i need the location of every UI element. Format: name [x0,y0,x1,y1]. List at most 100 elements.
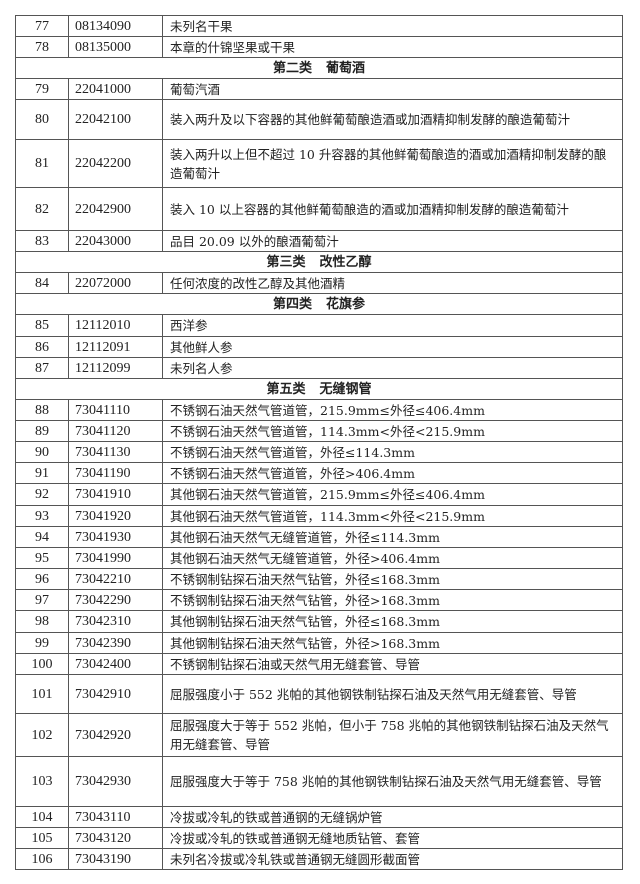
tariff-code: 22042100 [68,99,163,140]
tariff-code: 22043000 [68,230,163,252]
row-number: 96 [15,568,69,590]
row-number: 99 [15,632,69,654]
tariff-code: 73043110 [68,806,163,828]
tariff-code: 73041990 [68,547,163,569]
section-label: 第五类 [266,381,306,397]
table-row: 85 12112010 西洋参 [15,314,623,337]
section-name: 改性乙醇 [319,254,372,270]
product-description: 其他钢石油天然气管道管，114.3mm<外径<215.9mm [162,505,623,527]
product-description: 不锈钢制钻探石油或天然气用无缝套管、导管 [162,653,623,675]
tariff-code: 73042290 [68,589,163,611]
product-description: 不锈钢石油天然气管道管，外径≤114.3mm [162,441,623,463]
tariff-code: 22041000 [68,78,163,100]
tariff-code: 73041930 [68,526,163,548]
product-description: 冷拔或冷轧的铁或普通钢无缝地质钻管、套管 [162,827,623,849]
tariff-code: 73041190 [68,462,163,484]
section-title: 第二类 葡萄酒 [15,57,623,79]
product-description: 其他钢石油天然气管道管，215.9mm≤外径≤406.4mm [162,483,623,506]
table-row: 96 73042210 不锈钢制钻探石油天然气钻管，外径≤168.3mm [15,568,623,590]
product-description: 屈服强度大于等于 552 兆帕，但小于 758 兆帕的其他钢铁制钻探石油及天然气… [162,713,623,757]
tariff-code: 73043120 [68,827,163,849]
row-number: 82 [15,187,69,231]
table-row: 106 73043190 未列名冷拔或冷轧铁或普通钢无缝圆形截面管 [15,848,623,870]
tariff-code: 22072000 [68,272,163,294]
product-description: 屈服强度大于等于 758 兆帕的其他钢铁制钻探石油及天然气用无缝套管、导管 [162,756,623,807]
table-row: 100 73042400 不锈钢制钻探石油或天然气用无缝套管、导管 [15,653,623,675]
product-description: 品目 20.09 以外的酿酒葡萄汁 [162,230,623,252]
row-number: 91 [15,462,69,484]
tariff-code: 73042210 [68,568,163,590]
row-number: 92 [15,483,69,506]
product-description: 不锈钢石油天然气管道管，外径>406.4mm [162,462,623,484]
section-title: 第四类 花旗参 [15,293,623,315]
section-header-row: 第二类 葡萄酒 [15,57,623,79]
tariff-code: 73042930 [68,756,163,807]
section-label: 第三类 [266,254,306,270]
tariff-code: 12112091 [68,336,163,358]
product-description: 冷拔或冷轧的铁或普通钢的无缝锅炉管 [162,806,623,828]
product-description: 其他钢制钻探石油天然气钻管，外径≤168.3mm [162,610,623,633]
row-number: 94 [15,526,69,548]
product-description: 其他鲜人参 [162,336,623,358]
row-number: 89 [15,420,69,442]
row-number: 79 [15,78,69,100]
table-row: 87 12112099 未列名人参 [15,357,623,379]
row-number: 86 [15,336,69,358]
tariff-code: 08135000 [68,36,163,58]
tariff-code: 73043190 [68,848,163,870]
table-row: 77 08134090 未列名干果 [15,15,623,37]
tariff-code: 08134090 [68,15,163,37]
product-description: 不锈钢制钻探石油天然气钻管，外径>168.3mm [162,589,623,611]
table-row: 95 73041990 其他钢石油天然气无缝管道管，外径>406.4mm [15,547,623,569]
table-row: 102 73042920 屈服强度大于等于 552 兆帕，但小于 758 兆帕的其他… [15,713,623,757]
row-number: 80 [15,99,69,140]
product-description: 装入两升以上但不超过 10 升容器的其他鲜葡萄酿造的酒或加酒精抑制发酵的酿造葡萄… [162,139,623,188]
tariff-code: 73042390 [68,632,163,654]
table-row: 103 73042930 屈服强度大于等于 758 兆帕的其他钢铁制钻探石油及天然气… [15,756,623,807]
table-row: 91 73041190 不锈钢石油天然气管道管，外径>406.4mm [15,462,623,484]
row-number: 87 [15,357,69,379]
row-number: 95 [15,547,69,569]
tariff-code: 12112099 [68,357,163,379]
tariff-list-table: 77 08134090 未列名干果 78 08135000 本章的什锦坚果或干果 第二类 葡萄… [15,15,623,870]
row-number: 106 [15,848,69,870]
table-row: 94 73041930 其他钢石油天然气无缝管道管，外径≤114.3mm [15,526,623,548]
table-row: 81 22042200 装入两升以上但不超过 10 升容器的其他鲜葡萄酿造的酒或加酒… [15,139,623,188]
section-name: 葡萄酒 [326,60,366,76]
product-description: 其他钢石油天然气无缝管道管，外径>406.4mm [162,547,623,569]
product-description: 未列名人参 [162,357,623,379]
table-row: 99 73042390 其他钢制钻探石油天然气钻管，外径>168.3mm [15,632,623,654]
row-number: 90 [15,441,69,463]
section-header-row: 第五类 无缝钢管 [15,378,623,400]
tariff-code: 73041130 [68,441,163,463]
row-number: 88 [15,399,69,421]
table-row: 78 08135000 本章的什锦坚果或干果 [15,36,623,58]
row-number: 81 [15,139,69,188]
product-description: 装入两升及以下容器的其他鲜葡萄酿造酒或加酒精抑制发酵的酿造葡萄汁 [162,99,623,140]
row-number: 100 [15,653,69,675]
table-row: 83 22043000 品目 20.09 以外的酿酒葡萄汁 [15,230,623,252]
row-number: 102 [15,713,69,757]
table-row: 82 22042900 装入 10 以上容器的其他鲜葡萄酿造的酒或加酒精抑制发酵的酿… [15,187,623,231]
table-row: 90 73041130 不锈钢石油天然气管道管，外径≤114.3mm [15,441,623,463]
tariff-code: 73042310 [68,610,163,633]
row-number: 101 [15,674,69,714]
product-description: 葡萄汽酒 [162,78,623,100]
product-description: 不锈钢石油天然气管道管，114.3mm<外径<215.9mm [162,420,623,442]
product-description: 西洋参 [162,314,623,337]
tariff-code: 73042400 [68,653,163,675]
section-label: 第四类 [272,296,312,312]
section-header-row: 第四类 花旗参 [15,293,623,315]
table-row: 86 12112091 其他鲜人参 [15,336,623,358]
tariff-code: 73041110 [68,399,163,421]
table-row: 79 22041000 葡萄汽酒 [15,78,623,100]
section-name: 花旗参 [326,296,366,312]
tariff-code: 12112010 [68,314,163,337]
row-number: 105 [15,827,69,849]
section-header-row: 第三类 改性乙醇 [15,251,623,273]
product-description: 其他钢石油天然气无缝管道管，外径≤114.3mm [162,526,623,548]
section-label: 第二类 [272,60,312,76]
product-description: 未列名冷拔或冷轧铁或普通钢无缝圆形截面管 [162,848,623,870]
row-number: 97 [15,589,69,611]
table-row: 104 73043110 冷拔或冷轧的铁或普通钢的无缝锅炉管 [15,806,623,828]
